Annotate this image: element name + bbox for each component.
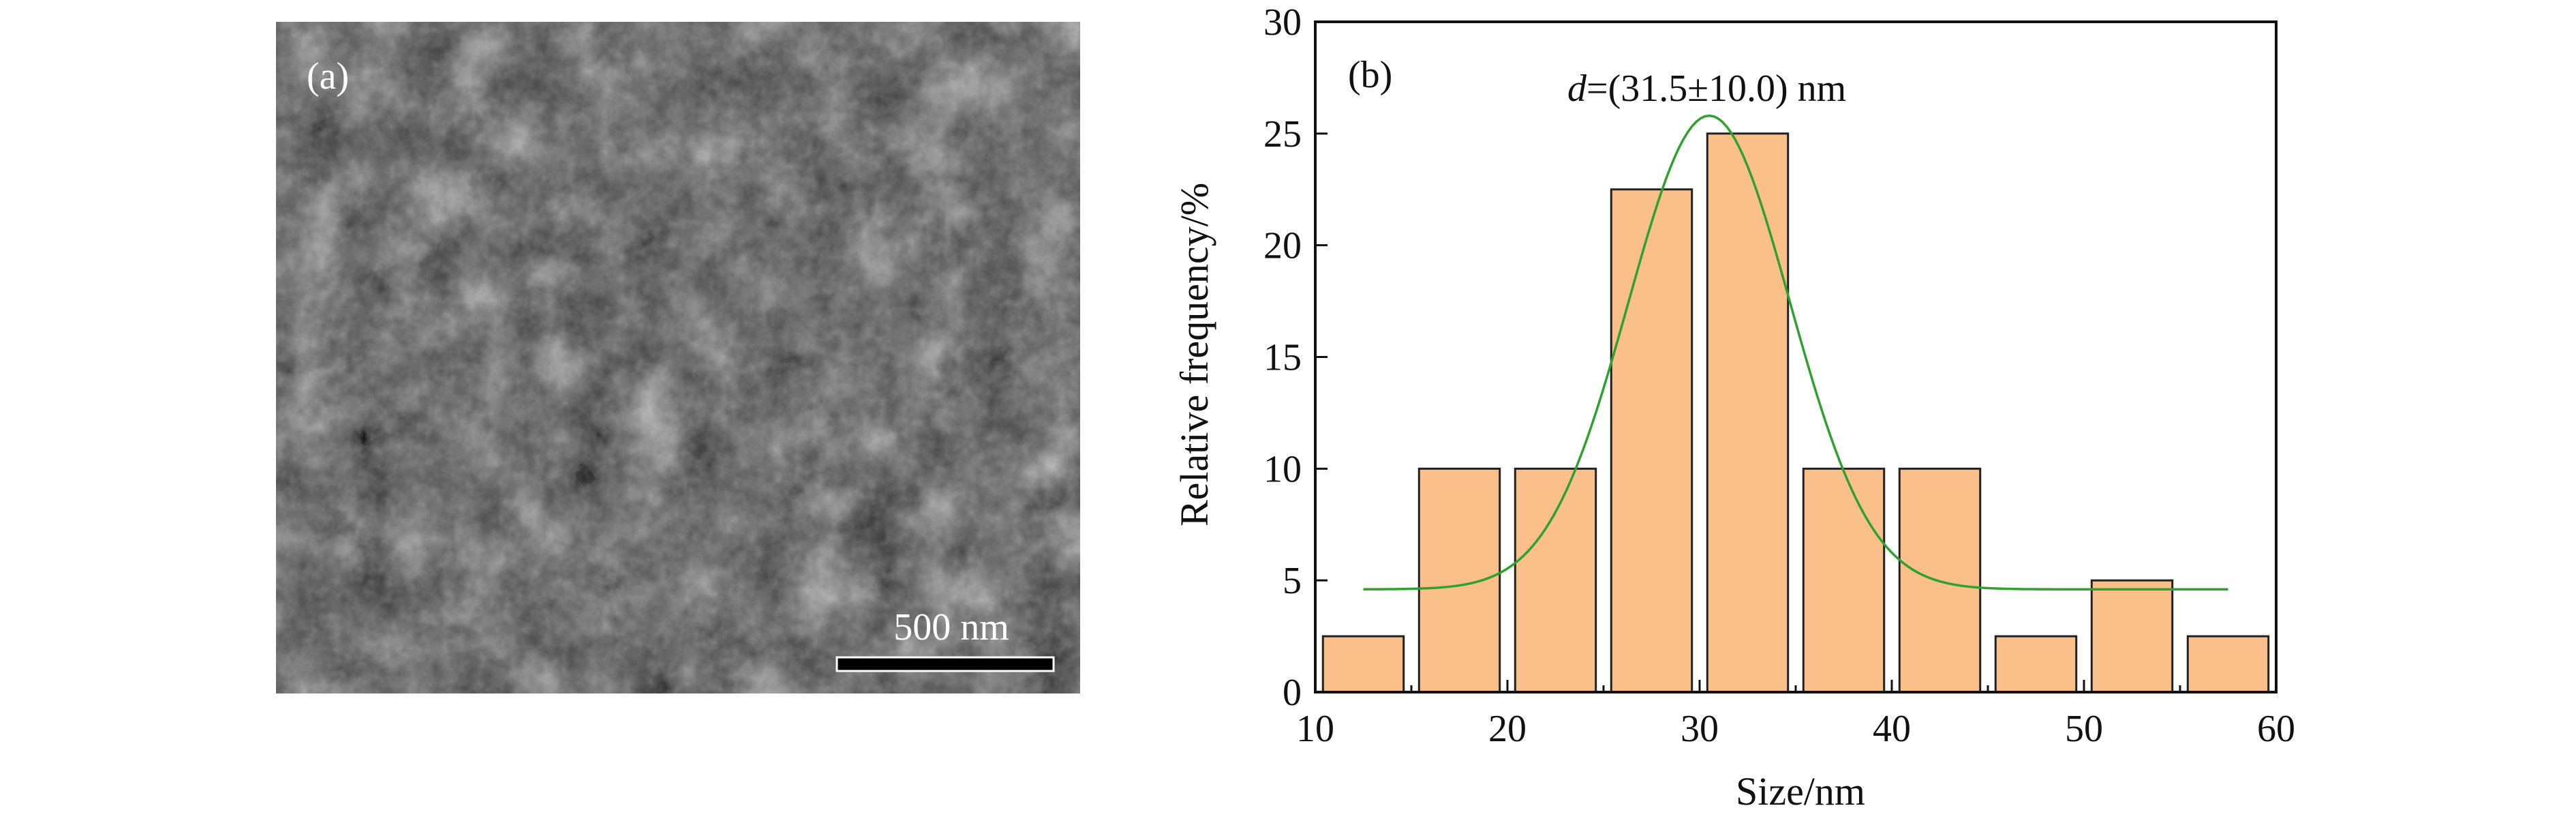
histogram-bar-3: [1514, 467, 1597, 693]
gaussian-fit-curve: [1363, 114, 2228, 591]
y-tick-label: 5: [1283, 560, 1302, 602]
histogram-bar-9: [2090, 579, 2174, 693]
panel-b-label: (b): [1348, 54, 1392, 96]
x-tick-label: 50: [2065, 708, 2103, 750]
histogram-bar-2: [1417, 467, 1501, 693]
histogram-bar-6: [1802, 467, 1886, 693]
x-axis-ticks: 10 20 30 40 50 60: [1296, 680, 2295, 750]
y-tick-label: 10: [1263, 448, 1302, 490]
scale-bar: [835, 656, 1055, 672]
annotation-value: =(31.5±10.0) nm: [1586, 68, 1846, 110]
scale-bar-label: 500 nm: [893, 606, 1009, 648]
sem-image: [276, 22, 1080, 693]
x-axis-label: Size/nm: [1736, 769, 1865, 813]
histogram-bar-4: [1610, 188, 1693, 693]
x-tick-label: 20: [1488, 708, 1527, 750]
panel-a-label: (a): [307, 55, 349, 98]
sem-micrograph-panel: (a) 500 nm: [276, 22, 1080, 693]
y-axis-label: Relative frequency/%: [1172, 183, 1216, 526]
y-tick-label: 25: [1263, 113, 1302, 155]
histogram-bar-10: [2186, 635, 2270, 693]
histogram-bar-5: [1706, 132, 1790, 693]
y-tick-label: 20: [1263, 225, 1302, 267]
histogram-bar-1: [1321, 635, 1405, 693]
x-tick-label: 60: [2257, 708, 2295, 750]
x-tick-label: 10: [1296, 708, 1334, 750]
annotation-symbol: d: [1567, 68, 1587, 110]
histogram-bars: [1321, 132, 2270, 693]
y-tick-label: 0: [1283, 672, 1302, 714]
y-axis-ticks: 0 5 10 15 20 25 30: [1263, 1, 1328, 714]
x-tick-label: 30: [1681, 708, 1719, 750]
histogram-bar-8: [1994, 635, 2078, 693]
fit-annotation: d=(31.5±10.0) nm: [1567, 68, 1846, 110]
y-tick-label: 30: [1263, 1, 1302, 44]
y-tick-label: 15: [1263, 337, 1302, 379]
x-tick-label: 40: [1873, 708, 1911, 750]
